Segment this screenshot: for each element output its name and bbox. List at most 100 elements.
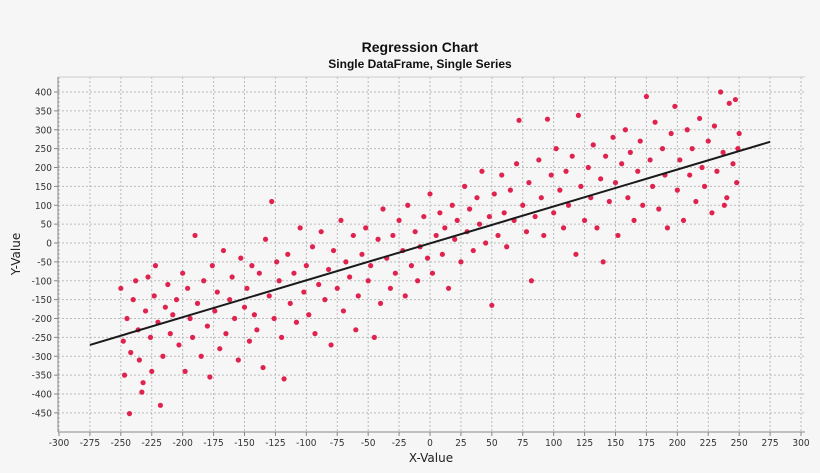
- data-point: [672, 103, 678, 109]
- data-point: [180, 270, 186, 276]
- data-point: [474, 195, 480, 201]
- y-tick-label: 200: [35, 163, 52, 174]
- data-point: [412, 229, 418, 235]
- data-points: [118, 89, 742, 417]
- data-point: [674, 187, 680, 193]
- data-point: [244, 285, 250, 291]
- x-tick-label: -100: [296, 438, 317, 449]
- data-point: [603, 153, 609, 159]
- data-point: [612, 180, 619, 186]
- data-point: [140, 380, 146, 386]
- data-point: [350, 232, 356, 239]
- y-ticks: 400 350 300 250 200 150 100 50 0 -50 -100 -150 -200 -…: [32, 88, 58, 419]
- data-point: [528, 278, 535, 284]
- x-tick-label: -200: [172, 438, 193, 449]
- x-tick-label: -75: [330, 438, 345, 449]
- data-point: [585, 164, 591, 171]
- data-point: [251, 312, 257, 318]
- data-point: [145, 274, 151, 280]
- y-tick-label: -250: [32, 333, 53, 344]
- data-point: [217, 346, 223, 352]
- data-point: [160, 353, 166, 359]
- data-point: [650, 183, 656, 189]
- data-point: [330, 247, 337, 254]
- data-point: [293, 319, 300, 325]
- data-point: [139, 389, 145, 395]
- data-point: [235, 357, 241, 363]
- data-point: [133, 278, 139, 284]
- data-point: [204, 323, 210, 329]
- data-point: [689, 146, 695, 152]
- data-point: [442, 225, 448, 231]
- data-point: [652, 119, 658, 125]
- data-point: [560, 225, 567, 231]
- data-point: [536, 157, 542, 163]
- data-point: [551, 210, 557, 216]
- data-point: [687, 172, 693, 178]
- data-point: [271, 315, 277, 322]
- data-point: [625, 195, 631, 201]
- data-point: [306, 312, 312, 318]
- data-point: [223, 331, 229, 337]
- data-point: [479, 168, 485, 174]
- data-point: [735, 146, 741, 152]
- chart-title: Regression Chart: [362, 39, 479, 55]
- data-point: [513, 161, 520, 167]
- data-point: [189, 334, 196, 340]
- y-axis-label: Y-Value: [9, 233, 23, 277]
- x-tick-label: 100: [545, 438, 562, 449]
- data-point: [640, 202, 646, 208]
- data-point: [124, 315, 130, 322]
- data-point: [377, 300, 384, 306]
- data-point: [466, 206, 473, 212]
- data-point: [170, 312, 176, 318]
- data-point: [684, 127, 690, 133]
- data-point: [318, 229, 324, 235]
- data-point: [198, 353, 204, 359]
- data-point: [699, 164, 705, 171]
- data-point: [375, 236, 381, 242]
- data-point: [121, 372, 128, 378]
- data-point: [622, 127, 628, 133]
- data-point: [182, 368, 188, 374]
- y-tick-label: 250: [35, 144, 52, 155]
- x-tick-label: -50: [361, 438, 376, 449]
- data-point: [269, 198, 275, 205]
- data-point: [458, 259, 464, 265]
- data-point: [415, 278, 421, 284]
- data-point: [408, 263, 415, 269]
- x-tick-label: -275: [80, 438, 100, 449]
- data-point: [371, 334, 377, 340]
- data-point: [266, 293, 272, 299]
- x-axis-label: X-Value: [409, 451, 453, 465]
- y-tick-label: -100: [32, 276, 53, 287]
- data-point: [541, 232, 547, 239]
- data-point: [563, 168, 569, 174]
- data-point: [553, 146, 559, 152]
- data-point: [187, 315, 193, 322]
- data-point: [276, 278, 282, 284]
- y-tick-label: 50: [41, 220, 53, 231]
- data-point: [151, 293, 157, 299]
- x-tick-label: -225: [142, 438, 162, 449]
- data-point: [664, 225, 671, 231]
- data-point: [387, 285, 394, 291]
- data-point: [152, 263, 159, 269]
- data-point: [194, 300, 201, 306]
- data-point: [659, 146, 666, 152]
- data-point: [260, 364, 266, 371]
- data-point: [281, 376, 287, 382]
- data-point: [445, 285, 452, 291]
- data-point: [734, 180, 740, 186]
- data-point: [136, 357, 142, 363]
- data-point: [637, 138, 643, 144]
- data-point: [162, 304, 168, 310]
- data-point: [526, 180, 532, 186]
- y-tick-label: -200: [32, 314, 53, 325]
- data-point: [726, 100, 732, 106]
- y-tick-label: -150: [32, 295, 53, 306]
- data-point: [396, 217, 402, 223]
- data-point: [118, 285, 124, 291]
- x-tick-label: 75: [517, 438, 528, 449]
